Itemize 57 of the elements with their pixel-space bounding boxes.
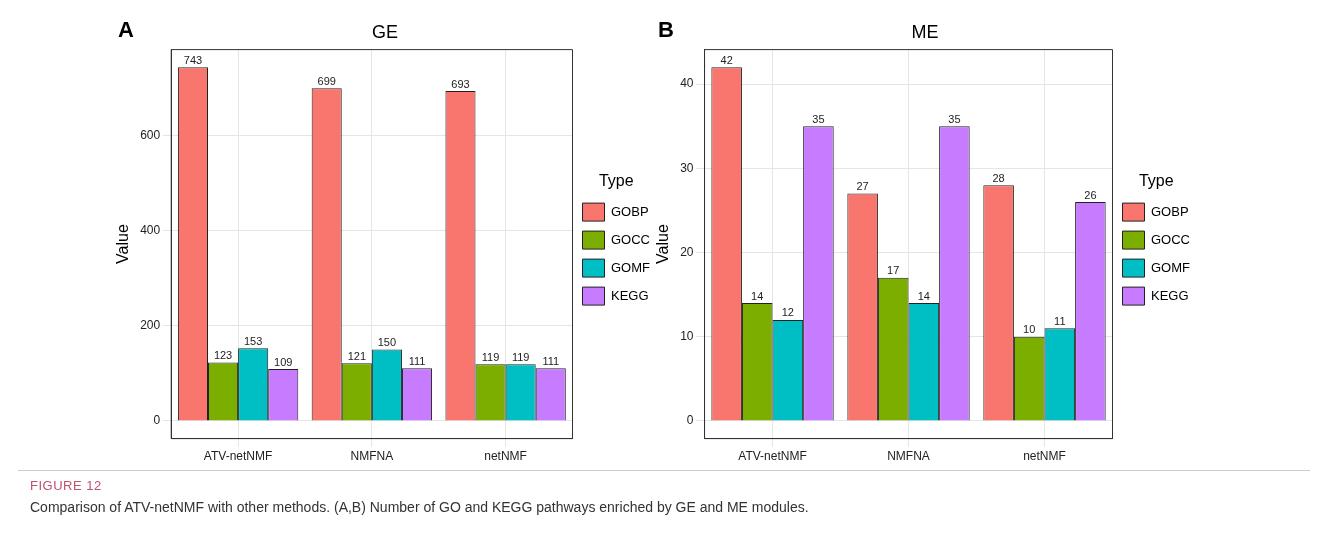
legend-label: GOMF [1151, 259, 1191, 275]
data-label: 42 [720, 53, 733, 66]
y-axis-title: Value [654, 224, 672, 264]
data-label: 27 [856, 180, 869, 193]
text: B [658, 17, 674, 43]
data-label: 119 [511, 350, 530, 363]
x-tick-label: ATV-netNMF [203, 449, 273, 464]
legend-title: Type [598, 172, 634, 190]
legend-label: GOCC [1151, 231, 1190, 247]
data-label: 109 [274, 355, 293, 368]
data-label: 699 [317, 74, 336, 87]
y-axis-title: Value [114, 224, 132, 264]
text: Comparison of ATV-netNMF with other methods. (A,B) Number of GO and KEGG pathways enriched by GE and ME modules. [30, 499, 810, 515]
x-tick-label: netNMF [484, 449, 527, 464]
y-tick-label: 10 [680, 329, 694, 344]
text: A [118, 17, 134, 43]
legend-label: KEGG [611, 287, 649, 303]
data-label: 123 [213, 348, 233, 361]
data-label: 35 [812, 112, 825, 125]
legend-label: GOCC [611, 231, 650, 247]
y-tick-label: 20 [680, 244, 694, 259]
y-tick-label: 40 [680, 76, 694, 91]
data-label: 111 [408, 354, 426, 367]
x-tick-label: NMFNA [887, 449, 930, 464]
caption: FIGURE 12 [30, 478, 103, 493]
legend-label: GOMF [611, 259, 651, 275]
data-label: 35 [948, 112, 961, 125]
data-label: 121 [347, 349, 366, 362]
data-label: 119 [481, 350, 500, 363]
data-label: 26 [1084, 188, 1097, 201]
x-tick-label: NMFNA [350, 449, 394, 464]
y-tick-label: 200 [140, 318, 161, 333]
data-label: 693 [451, 77, 470, 90]
data-label: 17 [887, 264, 900, 277]
y-tick-label: 0 [686, 413, 694, 428]
data-label: 10 [1023, 323, 1036, 336]
chart-title: ME [911, 21, 939, 42]
chart-title: GE [371, 21, 399, 42]
legend-label: GOBP [1151, 203, 1189, 219]
data-label: 150 [377, 336, 397, 349]
data-label: 153 [243, 334, 263, 347]
data-label: 14 [751, 289, 764, 302]
data-label: 11 [1054, 314, 1066, 327]
legend-title: Type [1138, 172, 1174, 190]
data-label: 14 [917, 289, 930, 302]
legend-label: KEGG [1151, 287, 1189, 303]
y-tick-label: 30 [680, 160, 694, 175]
x-tick-label: ATV-netNMF [738, 449, 807, 464]
data-label: 111 [542, 354, 560, 367]
x-tick-label: netNMF [1023, 449, 1066, 464]
y-tick-label: 0 [153, 413, 161, 428]
legend-label: GOBP [611, 203, 649, 219]
data-label: 12 [781, 306, 794, 319]
y-tick-label: 600 [140, 127, 161, 142]
y-tick-label: 400 [140, 222, 161, 237]
data-label: 743 [183, 53, 203, 66]
data-label: 28 [992, 171, 1005, 184]
